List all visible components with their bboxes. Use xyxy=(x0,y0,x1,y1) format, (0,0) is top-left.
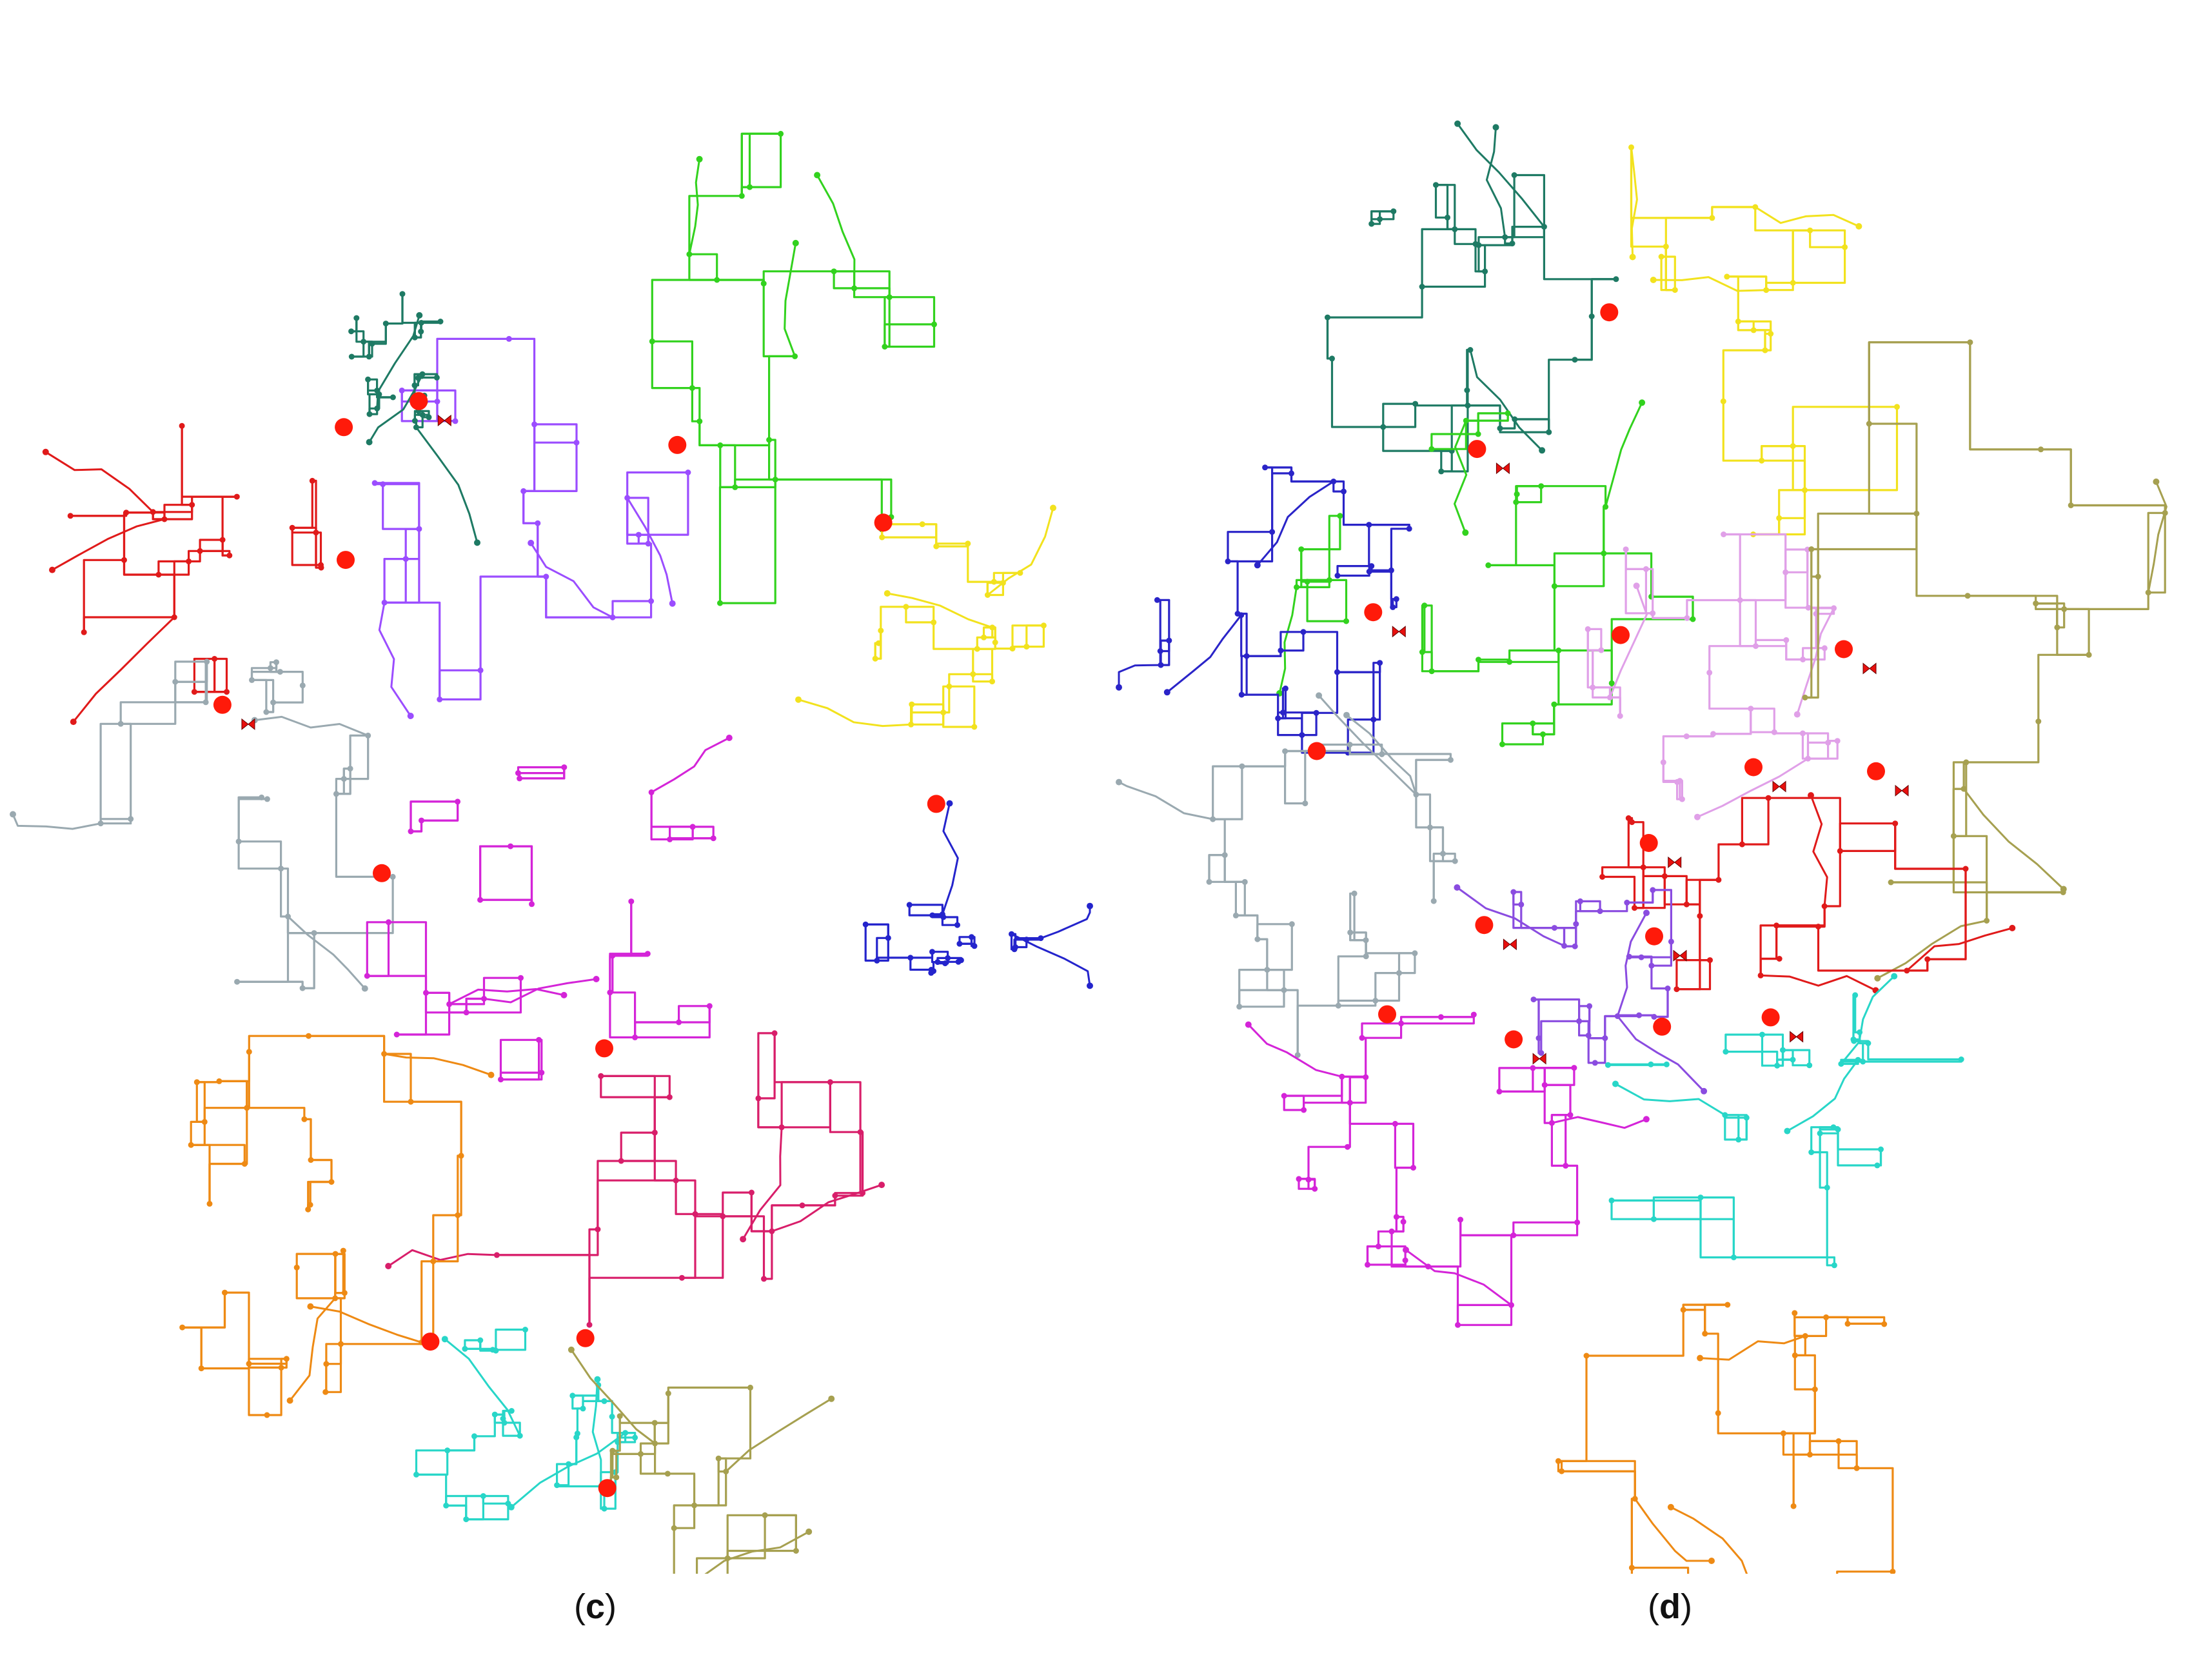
district-d-7 xyxy=(1116,692,1458,1058)
valve-node xyxy=(1307,742,1326,760)
district-d-3 xyxy=(1276,399,1696,748)
district-d-12 xyxy=(1555,1302,1896,1574)
district-d-8 xyxy=(1599,792,2016,994)
district-c-7 xyxy=(795,504,1056,730)
valve-node xyxy=(1639,834,1658,852)
district-c-6 xyxy=(364,735,733,1083)
valve-node xyxy=(335,418,353,437)
gate-valve-icon xyxy=(1503,938,1517,951)
valve-node xyxy=(598,1479,617,1498)
valve-node xyxy=(576,1329,595,1347)
valve-node xyxy=(213,695,232,714)
district-c-1 xyxy=(371,335,691,719)
district-d-10 xyxy=(1245,1011,1650,1328)
district-d-2 xyxy=(1628,144,1900,537)
district-c-2 xyxy=(649,130,937,606)
caption-c-letter: c xyxy=(585,1587,606,1626)
network-panel-d: (d) xyxy=(1106,0,2212,1655)
valve-node xyxy=(1645,927,1663,946)
network-map-c xyxy=(10,130,1093,1574)
gate-valve-icon xyxy=(1668,856,1682,869)
gate-valve-icon xyxy=(1895,784,1909,797)
boundary-valves-d xyxy=(1307,303,1909,1065)
valve-node xyxy=(1505,1030,1523,1049)
valve-node xyxy=(1653,1017,1672,1036)
valve-node xyxy=(337,551,355,570)
valve-node xyxy=(1475,916,1494,935)
district-c-5 xyxy=(10,659,396,992)
district-d-6 xyxy=(1802,339,2168,982)
district-d-1 xyxy=(1325,120,1619,475)
caption-d: (d) xyxy=(1648,1587,1692,1626)
valve-node xyxy=(1600,303,1619,322)
gate-valve-icon xyxy=(1772,780,1786,793)
district-d-5 xyxy=(1585,531,1841,820)
valve-node xyxy=(1744,758,1763,777)
valve-node xyxy=(421,1333,440,1351)
valve-node xyxy=(1612,626,1630,644)
district-d-11 xyxy=(1605,973,1964,1269)
valve-node xyxy=(1761,1008,1780,1027)
gate-valve-icon xyxy=(1532,1053,1546,1065)
gate-valve-icon xyxy=(1673,949,1687,962)
district-c-10 xyxy=(179,1033,495,1418)
valve-node xyxy=(373,864,391,882)
district-c-12 xyxy=(568,1346,835,1574)
network-map-d xyxy=(1116,120,2168,1574)
gate-valve-icon xyxy=(1392,626,1406,638)
caption-c: (c) xyxy=(574,1587,617,1626)
gate-valve-icon xyxy=(241,718,255,730)
district-c-8 xyxy=(385,1030,885,1328)
gate-valve-icon xyxy=(1790,1031,1804,1043)
network-panel-c: (c) xyxy=(10,130,1093,1626)
district-c-3 xyxy=(348,291,480,546)
valve-node xyxy=(1378,1005,1396,1024)
district-c-9 xyxy=(862,800,1093,989)
caption-d-letter: d xyxy=(1659,1587,1681,1626)
valve-node xyxy=(1364,603,1383,622)
valve-node xyxy=(874,513,893,532)
district-d-9 xyxy=(1454,884,1708,1095)
valve-node xyxy=(1468,440,1486,459)
boundary-valves-c xyxy=(213,391,945,1498)
valve-node xyxy=(1867,762,1885,780)
gate-valve-icon xyxy=(437,414,451,426)
valve-node xyxy=(410,391,428,410)
gate-valve-icon xyxy=(1862,662,1877,675)
district-c-4 xyxy=(42,422,324,726)
valve-node xyxy=(668,435,687,454)
valve-node xyxy=(1835,640,1853,659)
valve-node xyxy=(927,795,945,813)
gate-valve-icon xyxy=(1496,462,1510,475)
district-c-11 xyxy=(413,1327,638,1523)
valve-node xyxy=(595,1039,613,1058)
